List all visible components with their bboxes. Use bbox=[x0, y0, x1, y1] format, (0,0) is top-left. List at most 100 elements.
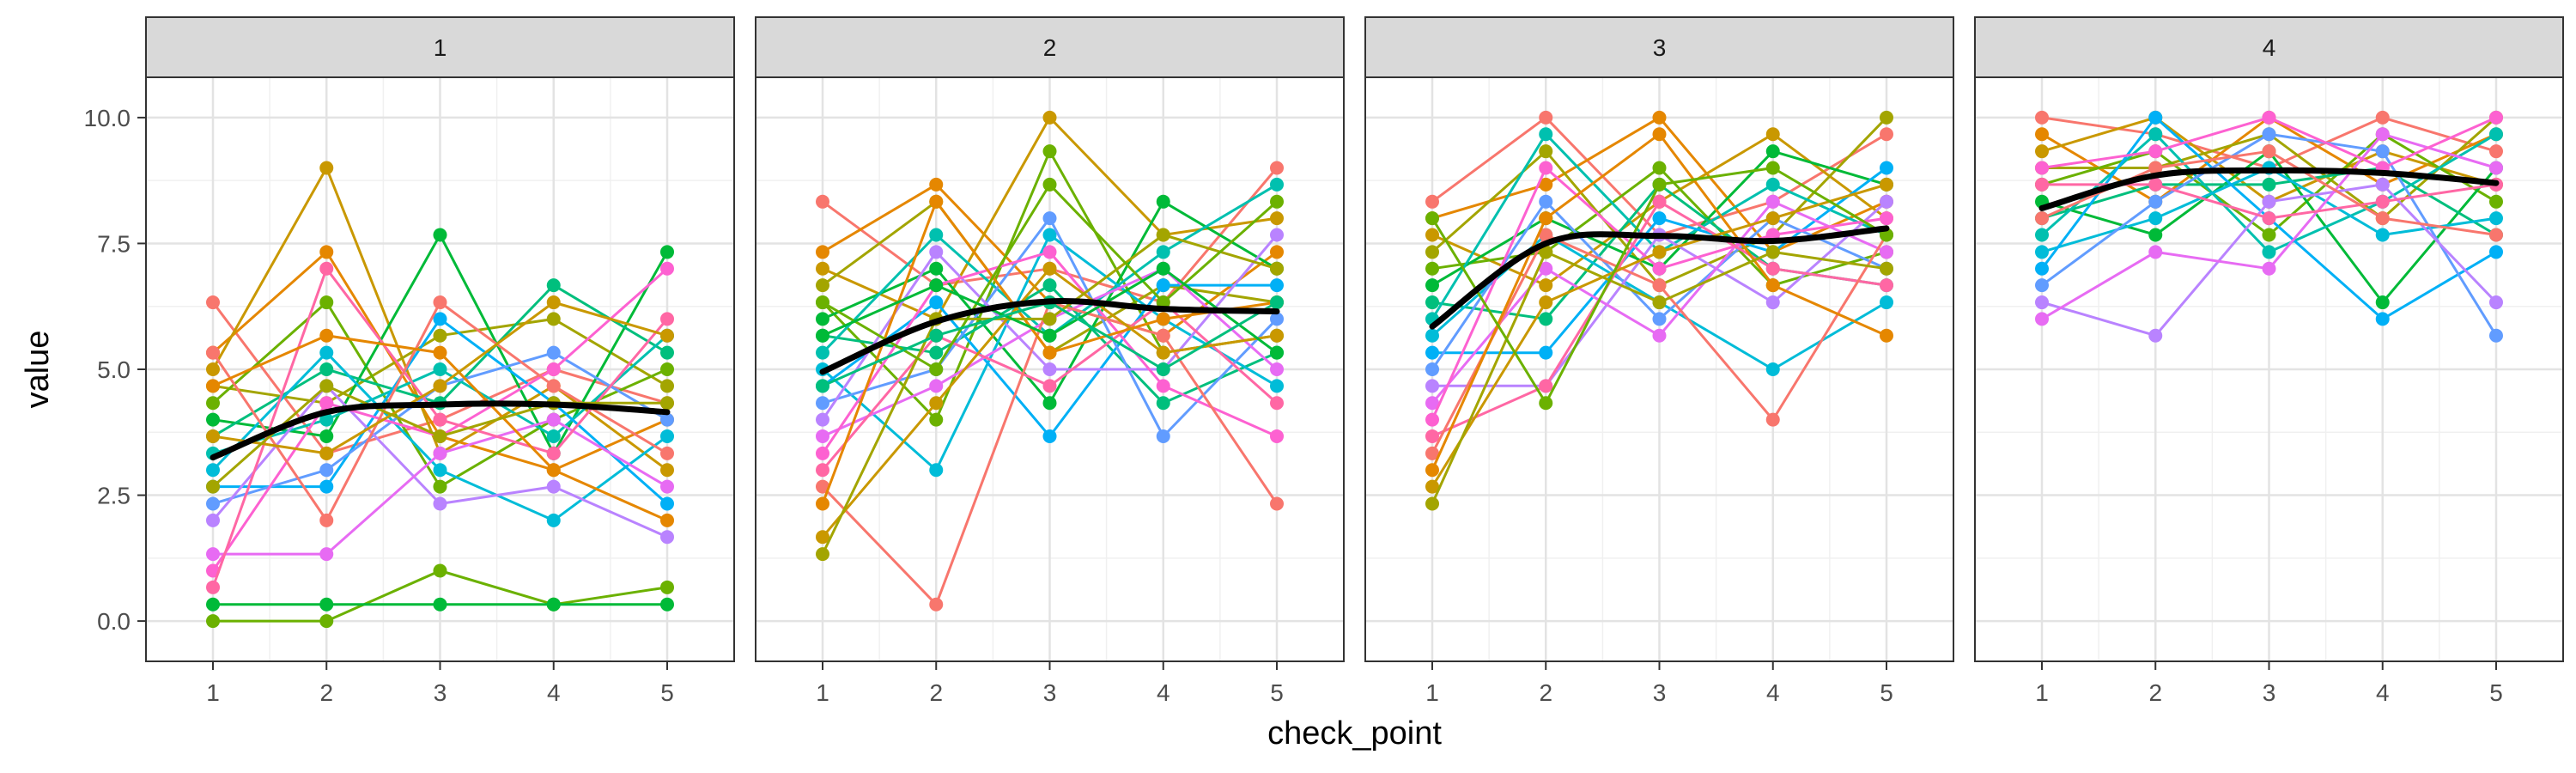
smooth-trend-line bbox=[2038, 167, 2500, 211]
data-point bbox=[206, 479, 220, 494]
x-tick-label: 3 bbox=[2263, 679, 2276, 706]
data-point bbox=[1425, 446, 1439, 460]
data-point bbox=[660, 362, 674, 376]
facet-strip-label: 2 bbox=[1043, 34, 1057, 61]
data-point bbox=[546, 362, 561, 376]
data-point bbox=[433, 295, 447, 310]
x-axis-ticks: 1 2 3 4 5 bbox=[1425, 661, 1893, 706]
data-point bbox=[1270, 278, 1284, 293]
facet-strip-label: 1 bbox=[434, 34, 447, 61]
data-point bbox=[1539, 127, 1553, 142]
data-point bbox=[1539, 161, 1553, 175]
y-tick-label: 5.0 bbox=[97, 356, 131, 383]
data-point bbox=[816, 412, 829, 427]
data-point bbox=[1270, 177, 1284, 192]
data-point bbox=[1156, 396, 1170, 411]
data-point bbox=[2262, 127, 2276, 142]
data-point bbox=[660, 597, 674, 612]
facet-panel-4: 4 1 2 3 4 5 bbox=[1974, 16, 2564, 706]
data-point bbox=[1539, 245, 1553, 259]
data-point bbox=[433, 362, 447, 376]
facet-strip-label: 3 bbox=[1653, 34, 1667, 61]
data-point bbox=[1652, 127, 1667, 142]
data-point bbox=[1765, 161, 1780, 175]
data-point bbox=[206, 580, 220, 594]
x-tick-label: 2 bbox=[2148, 679, 2162, 706]
data-point bbox=[2035, 312, 2049, 326]
data-point bbox=[1652, 245, 1667, 259]
data-point bbox=[816, 328, 829, 343]
data-point bbox=[2035, 295, 2049, 310]
data-point bbox=[929, 379, 944, 393]
data-point bbox=[1880, 328, 1893, 343]
x-axis-ticks: 1 2 3 4 5 bbox=[2035, 661, 2503, 706]
data-point bbox=[1652, 177, 1667, 192]
data-point bbox=[1156, 228, 1170, 242]
data-point bbox=[319, 328, 334, 343]
data-point bbox=[433, 312, 447, 326]
data-point bbox=[2489, 144, 2503, 159]
data-point bbox=[433, 328, 447, 343]
data-point bbox=[2262, 177, 2276, 192]
series-group bbox=[206, 161, 674, 629]
data-point bbox=[1539, 312, 1553, 326]
data-point bbox=[1270, 396, 1284, 411]
data-point bbox=[1652, 110, 1667, 125]
x-tick-label: 5 bbox=[660, 679, 674, 706]
data-point bbox=[2035, 110, 2049, 125]
data-point bbox=[2148, 228, 2163, 242]
data-point bbox=[1042, 261, 1057, 276]
x-tick-label: 5 bbox=[1880, 679, 1893, 706]
y-tick-label: 0.0 bbox=[97, 608, 131, 635]
data-point bbox=[1652, 261, 1667, 276]
data-point bbox=[1042, 362, 1057, 376]
data-point bbox=[660, 429, 674, 443]
y-axis-title: value bbox=[20, 331, 56, 409]
data-point bbox=[1539, 379, 1553, 393]
x-tick-label: 5 bbox=[2489, 679, 2503, 706]
data-point bbox=[660, 530, 674, 545]
data-point bbox=[660, 345, 674, 360]
data-point bbox=[2375, 295, 2390, 310]
data-point bbox=[929, 412, 944, 427]
facet-strip bbox=[755, 16, 1345, 78]
data-point bbox=[2148, 328, 2163, 343]
data-point bbox=[816, 245, 829, 259]
data-point bbox=[1042, 211, 1057, 226]
data-point bbox=[319, 396, 334, 411]
data-point bbox=[1270, 345, 1284, 360]
data-point bbox=[2262, 245, 2276, 259]
data-point bbox=[929, 463, 944, 478]
data-point bbox=[1042, 345, 1057, 360]
data-point bbox=[319, 429, 334, 443]
data-point bbox=[546, 278, 561, 293]
data-point bbox=[1880, 194, 1893, 209]
data-point bbox=[319, 245, 334, 259]
smooth-trend-line bbox=[819, 297, 1280, 375]
data-point bbox=[2489, 110, 2503, 125]
data-point bbox=[433, 412, 447, 427]
data-point bbox=[1765, 177, 1780, 192]
data-point bbox=[433, 429, 447, 443]
data-point bbox=[1270, 228, 1284, 242]
data-point bbox=[816, 429, 829, 443]
data-point bbox=[546, 412, 561, 427]
data-point bbox=[1270, 496, 1284, 511]
data-point bbox=[1425, 345, 1439, 360]
data-point bbox=[319, 547, 334, 562]
data-point bbox=[546, 479, 561, 494]
data-point bbox=[660, 412, 674, 427]
data-point bbox=[929, 362, 944, 376]
data-point bbox=[929, 177, 944, 192]
y-tick-label: 10.0 bbox=[84, 105, 131, 131]
x-tick-label: 2 bbox=[1539, 679, 1552, 706]
data-point bbox=[816, 379, 829, 393]
data-point bbox=[2148, 177, 2163, 192]
x-tick-label: 2 bbox=[929, 679, 943, 706]
data-point bbox=[1156, 345, 1170, 360]
data-point bbox=[660, 496, 674, 511]
data-point bbox=[2035, 177, 2049, 192]
data-point bbox=[1765, 211, 1780, 226]
data-point bbox=[1765, 127, 1780, 142]
data-point bbox=[2148, 127, 2163, 142]
